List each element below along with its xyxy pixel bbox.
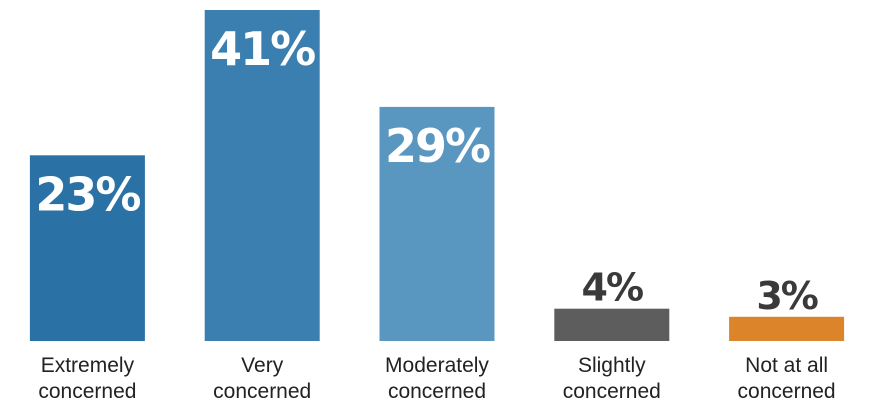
category-label-2-line-1: concerned (388, 380, 486, 403)
category-label-0-line-0: Extremely (41, 354, 135, 377)
value-label-3: 4% (582, 266, 643, 310)
category-label-0-line-1: concerned (38, 380, 136, 403)
bar-3 (554, 308, 670, 341)
value-label-0: 23% (35, 167, 140, 221)
category-label-3-line-1: concerned (563, 380, 661, 403)
bar-0 (29, 155, 145, 341)
category-label-2-line-0: Moderately (385, 354, 489, 377)
bar-2 (379, 106, 495, 342)
value-label-4: 3% (756, 274, 817, 318)
category-label-4-line-1: concerned (738, 380, 836, 403)
bar-1 (204, 10, 320, 341)
category-label-1-line-0: Very (241, 354, 284, 377)
value-label-2: 29% (385, 119, 490, 173)
bar-4 (729, 316, 845, 341)
category-label-1-line-1: concerned (213, 380, 311, 403)
category-label-3-line-0: Slightly (578, 354, 646, 377)
category-label-4-line-0: Not at all (745, 354, 828, 377)
value-label-1: 41% (210, 22, 315, 76)
